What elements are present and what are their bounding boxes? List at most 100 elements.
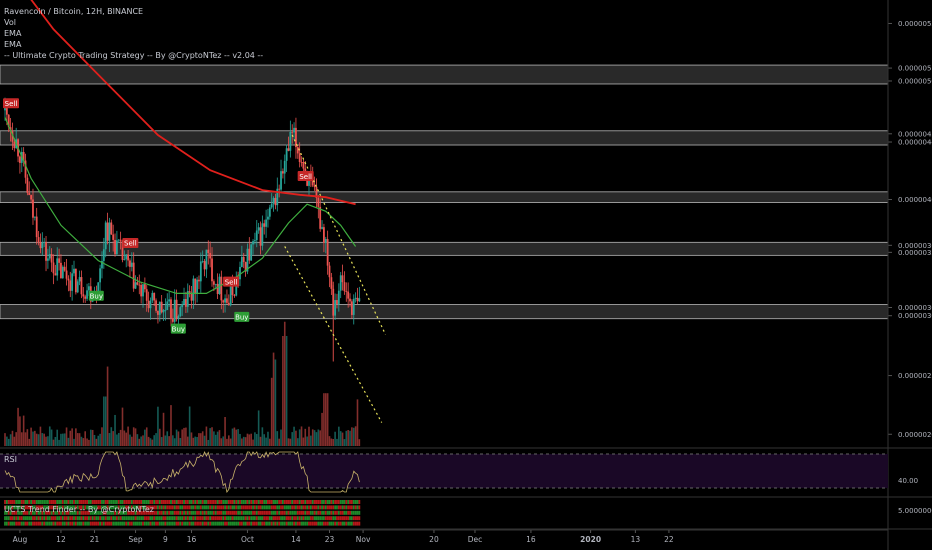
trend-cell [160,500,163,504]
volume-bar [89,429,92,446]
indicator-vol[interactable]: Vol [4,18,16,27]
trend-cell [60,516,62,521]
volume-bar [244,437,247,446]
trend-cell [162,510,165,515]
trend-cell [347,500,350,504]
buy-signal-badge[interactable] [234,311,250,322]
trend-cell [349,505,351,510]
candle-body [179,307,182,317]
symbol-title[interactable]: Ravencoin / Bitcoin, 12H, BINANCE [4,7,144,16]
trend-cell [24,516,27,521]
volume-bar [71,428,73,446]
trend-cell [311,521,314,526]
trend-cell [170,516,172,521]
trend-cell [65,500,68,504]
trend-cell [112,516,115,521]
volume-bar [352,427,355,446]
trend-cell [58,510,60,515]
trend-cell [296,521,299,526]
volume-bar [224,416,226,446]
trend-cell [37,516,40,521]
trend-cell [80,521,83,526]
volume-bar [267,431,269,446]
trend-cell [84,521,87,526]
trend-cell [293,500,295,504]
volume-bar [345,430,348,446]
trend-cell [254,516,256,521]
trend-cell [186,505,189,510]
trend-cell [190,500,193,504]
candle-body [323,227,325,243]
trend-cell [108,505,111,510]
trend-cell [328,505,331,510]
x-axis-tick-label: Sep [128,535,142,544]
trend-cell [289,516,292,521]
candle-body [233,295,236,296]
volume-bar [52,439,55,446]
trend-cell [74,521,77,526]
trend-cell [229,500,232,504]
trend-cell [201,500,204,504]
trend-cell [239,505,241,510]
trend-cell [250,500,253,504]
trend-cell [188,510,191,515]
trend-cell [280,510,282,515]
candle-body [134,282,137,289]
trend-cell [22,521,25,526]
trend-cell [289,521,292,526]
sell-signal-badge[interactable] [3,98,19,109]
trend-cell [32,505,34,510]
trend-cell [255,516,258,521]
trend-cell [171,505,174,510]
trend-cell [35,510,38,515]
trend-cell [306,521,309,526]
volume-bar [93,434,96,446]
trend-cell [60,500,62,504]
volume-bar [185,427,187,446]
volume-bar [276,431,279,446]
trend-cell [48,500,51,504]
candle-body [7,114,10,128]
indicator-ucts[interactable]: -- Ultimate Crypto Trading Strategy -- B… [4,51,264,60]
sell-signal-badge[interactable] [223,276,240,287]
trend-cell [222,505,225,510]
trend-cell [9,505,12,510]
trend-cell [311,505,314,510]
candle-body [345,291,348,292]
trend-cell [151,516,154,521]
trend-cell [119,510,122,515]
buy-signal-badge[interactable] [170,323,186,334]
sell-signal-badge[interactable] [122,237,139,248]
trend-pane-label[interactable]: UCTS Trend Finder -- By @CryptoNTez [4,505,154,514]
trend-cell [127,500,129,504]
trend-cell [194,500,197,504]
trend-cell [216,521,219,526]
trend-cell [235,510,238,515]
volume-bar [323,393,325,446]
x-axis-tick-label: Aug [13,535,28,544]
trend-cell [134,510,137,515]
indicator-ema-1[interactable]: EMA [4,29,22,38]
trend-cell [129,505,131,510]
sell-signal-badge[interactable] [297,171,314,182]
candle-body [209,252,212,259]
trend-cell [123,521,126,526]
volume-bar [278,438,280,446]
x-axis-tick-label: Nov [356,535,371,544]
trend-cell [43,521,46,526]
candle-body [28,192,31,196]
trend-cell [313,521,316,526]
trend-cell [127,516,129,521]
trend-cell [138,516,141,521]
candle-body [73,268,75,274]
indicator-ema-2[interactable]: EMA [4,40,22,49]
candle-body [296,147,299,154]
trend-cell [308,516,310,521]
rsi-pane-label[interactable]: RSI [4,455,17,464]
trend-cell [151,505,154,510]
volume-bar [173,438,176,446]
buy-signal-badge[interactable] [88,290,104,301]
trend-cell [267,521,269,526]
candle-body [69,280,72,291]
